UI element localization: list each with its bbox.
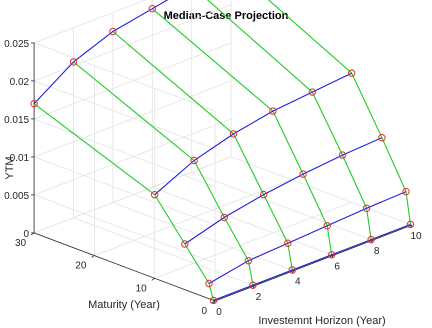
floor-gridline [94, 179, 292, 256]
data-point [260, 190, 268, 199]
floor-gridline [154, 201, 352, 279]
data-point [378, 134, 386, 142]
floor-gridline [112, 202, 294, 271]
horizon-curve [208, 191, 407, 284]
y-tick-mark [91, 255, 95, 258]
y-axis-label: Maturity (Year) [88, 299, 160, 311]
back-wall-gridline [33, 156, 232, 234]
back-wall-gridline [33, 80, 232, 158]
floor-gridline [152, 186, 334, 256]
z-tick-label: 0.015 [4, 115, 29, 126]
maturity-curve [112, 31, 293, 271]
data-point [30, 100, 38, 108]
y-tick-label: 10 [136, 283, 148, 294]
x-tick-label: 6 [334, 261, 340, 272]
data-point [249, 281, 257, 289]
data-point [151, 191, 159, 199]
horizon-curve [184, 137, 383, 245]
grid [30, 0, 413, 305]
x-axis-label: Investemnt Horizon (Year) [258, 315, 385, 327]
x-tick-label: 8 [374, 246, 380, 257]
y-axis-line [33, 232, 216, 302]
data-point [308, 88, 316, 96]
data-point [299, 170, 307, 178]
data-point [367, 235, 375, 244]
z-tick-label: 0.025 [4, 39, 29, 50]
left-wall-gridline [33, 194, 216, 264]
back-wall-gridline [33, 118, 232, 196]
y-tick-label: 0 [201, 306, 207, 317]
surface [30, 0, 415, 305]
z-tick-label: 0 [24, 229, 30, 240]
back-wall-gridline [33, 42, 232, 120]
data-point [402, 187, 410, 196]
y-tick-label: 30 [15, 238, 27, 249]
data-point [323, 222, 331, 230]
back-wall-gridline [33, 0, 147, 44]
left-wall-gridline [33, 42, 216, 112]
maturity-curve [151, 8, 333, 255]
left-wall-gridline [33, 80, 216, 150]
x-tick-label: 4 [295, 277, 301, 288]
data-point [406, 220, 415, 229]
data-point [109, 27, 117, 36]
floor-gridline [191, 171, 373, 241]
data-point [338, 151, 347, 159]
floor-gridline [73, 217, 255, 287]
horizon-curve [213, 223, 411, 301]
data-point [348, 69, 356, 77]
data-point [190, 156, 198, 165]
data-point [288, 266, 296, 274]
y-tick-mark [151, 277, 155, 281]
maturity-curve [206, 0, 372, 240]
data-point [220, 213, 229, 222]
z-tick-label: 0.005 [4, 191, 29, 202]
floor-gridline [230, 156, 413, 226]
y-tick-mark [211, 300, 216, 304]
data-point [244, 257, 253, 265]
data-point [148, 5, 157, 13]
left-wall-gridline [33, 156, 216, 226]
z-axis-label: YTM [4, 156, 16, 179]
x-tick-label: 2 [256, 292, 262, 303]
y-tick-label: 20 [75, 261, 87, 272]
data-point [284, 239, 292, 248]
left-wall-gridline [33, 118, 216, 188]
data-point [181, 240, 189, 248]
data-point [229, 130, 238, 138]
data-point [269, 107, 277, 115]
z-tick-label: 0.02 [10, 77, 30, 88]
maturity-curve [33, 103, 215, 301]
z-tick-label: 0.01 [10, 153, 30, 164]
back-wall-gridline [33, 4, 232, 82]
x-tick-label: 0 [216, 307, 222, 318]
data-point [328, 251, 336, 259]
data-point [209, 296, 218, 305]
x-axis-line [214, 224, 413, 302]
x-tick-label: 10 [410, 231, 422, 242]
data-point [362, 204, 371, 213]
data-point [69, 58, 78, 66]
horizon-curve [154, 72, 352, 196]
data-point [205, 279, 213, 288]
horizon-curve [33, 0, 169, 105]
